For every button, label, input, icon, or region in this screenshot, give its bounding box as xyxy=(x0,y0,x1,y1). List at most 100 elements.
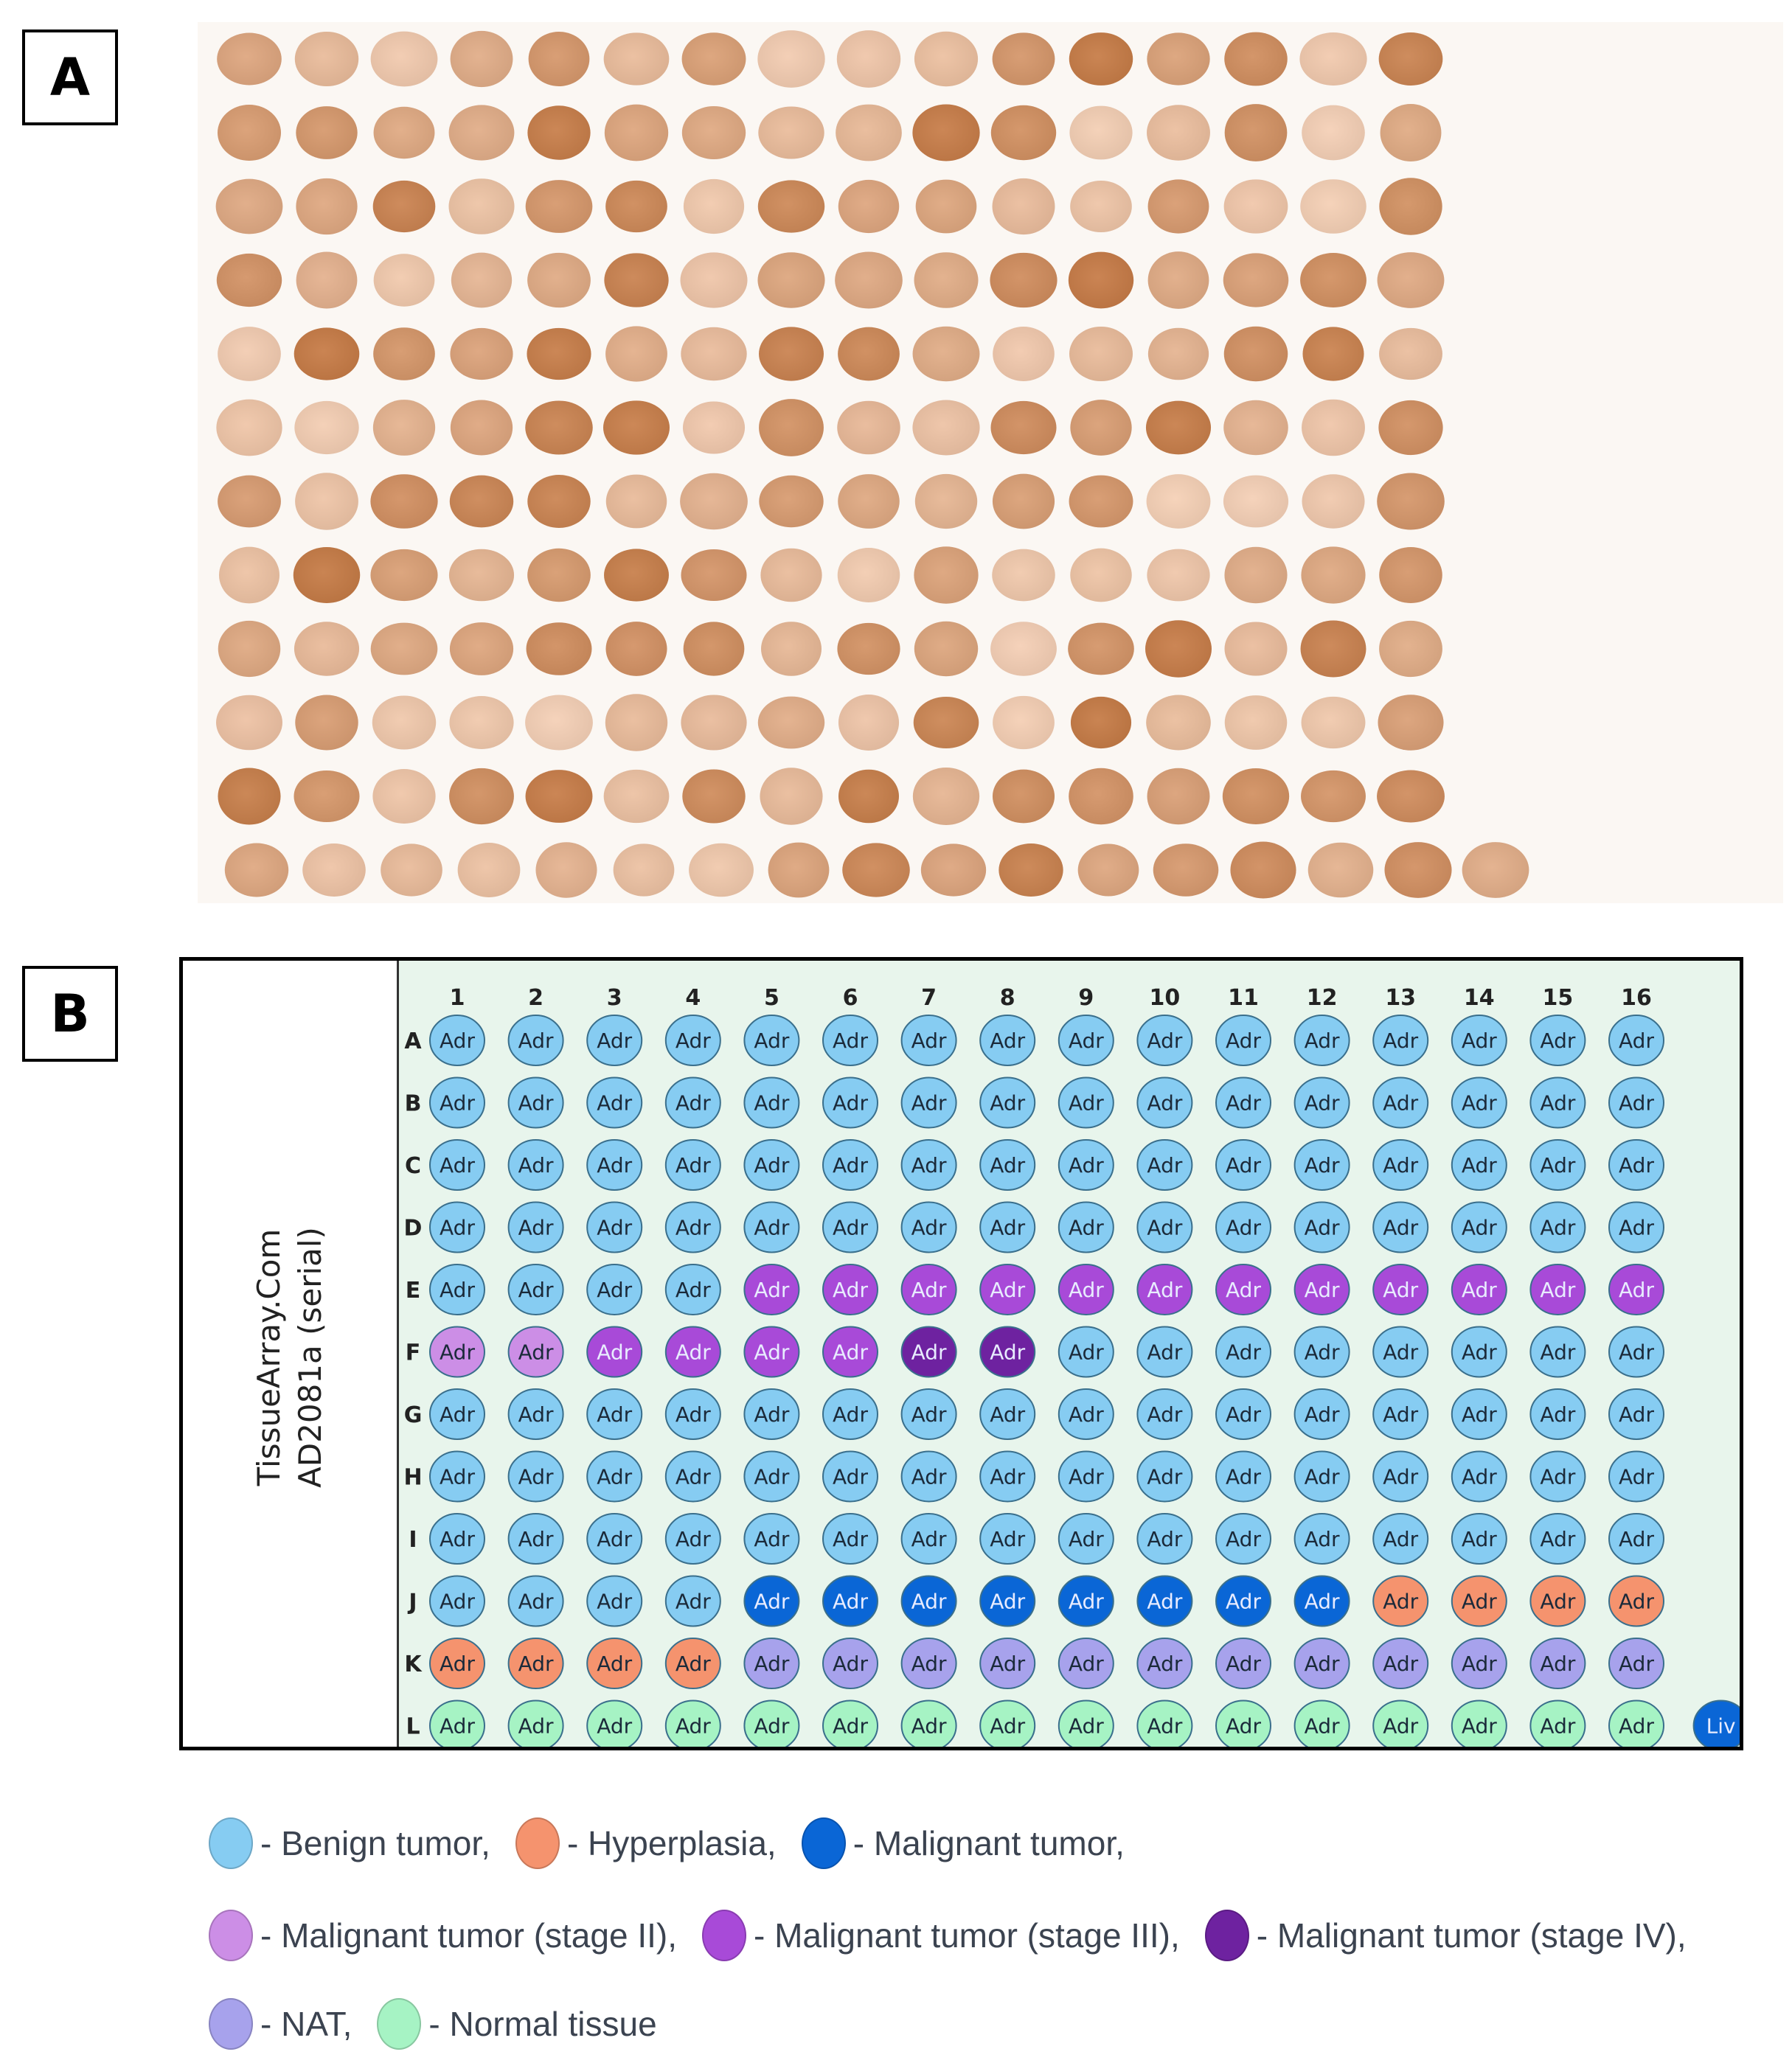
core-label: Adr xyxy=(518,1527,554,1551)
core-label: Adr xyxy=(911,1465,947,1489)
tissue-core xyxy=(1147,32,1210,86)
tissue-core xyxy=(993,327,1055,381)
core-label: Adr xyxy=(676,1590,711,1614)
core-label: Adr xyxy=(833,1029,868,1053)
core-label: Adr xyxy=(754,1652,789,1676)
array-core xyxy=(1451,1513,1507,1565)
tissue-core xyxy=(1380,104,1442,161)
tissue-core xyxy=(449,768,514,825)
array-core xyxy=(664,1201,721,1253)
array-core xyxy=(743,1388,800,1440)
core-label: Adr xyxy=(440,1652,475,1676)
row-label: K xyxy=(404,1652,423,1677)
array-core xyxy=(1215,1638,1271,1689)
tissue-core xyxy=(1145,400,1212,455)
array-core xyxy=(586,1450,643,1503)
array-core xyxy=(507,1513,564,1565)
array-core xyxy=(664,1450,721,1503)
tissue-core xyxy=(760,768,823,825)
array-core xyxy=(822,1388,878,1440)
tissue-core xyxy=(682,401,746,454)
tissue-core xyxy=(990,252,1058,308)
array-core xyxy=(1372,1015,1429,1066)
array-core xyxy=(1608,1326,1664,1378)
tissue-core xyxy=(1301,770,1366,823)
array-core xyxy=(1608,1201,1664,1253)
tissue-core xyxy=(992,178,1055,235)
tissue-core xyxy=(373,106,435,159)
tissue-core xyxy=(1070,548,1132,602)
array-core xyxy=(1529,1326,1586,1378)
tissue-core xyxy=(1224,546,1288,604)
tissue-core xyxy=(757,30,825,88)
core-label: Adr xyxy=(990,1465,1025,1489)
tissue-core xyxy=(680,252,748,308)
tissue-core xyxy=(604,549,669,602)
tissue-core xyxy=(992,769,1055,824)
core-label: Adr xyxy=(1069,1340,1104,1365)
tissue-core xyxy=(837,548,900,602)
core-label: Adr xyxy=(911,1590,947,1614)
tissue-core xyxy=(1070,180,1132,233)
core-label: Adr xyxy=(597,1714,632,1739)
array-core xyxy=(1293,1139,1350,1191)
tissue-core xyxy=(1069,475,1133,528)
tissue-core xyxy=(224,843,289,897)
core-label: Adr xyxy=(754,1153,789,1177)
core-label: Adr xyxy=(518,1216,554,1240)
array-core xyxy=(1372,1076,1429,1129)
array-core xyxy=(429,1700,485,1747)
core-label: Adr xyxy=(1069,1402,1104,1427)
tissue-core xyxy=(837,622,900,675)
core-label: Adr xyxy=(990,1091,1025,1116)
tissue-core xyxy=(215,178,283,234)
core-label: Adr xyxy=(1462,1340,1497,1365)
core-label: Adr xyxy=(990,1153,1025,1177)
core-label: Adr xyxy=(676,1714,711,1739)
tissue-core xyxy=(372,768,436,824)
tissue-core xyxy=(1379,547,1442,603)
tissue-core xyxy=(1223,326,1288,382)
array-core xyxy=(1372,1264,1429,1315)
array-core xyxy=(1451,1575,1507,1627)
tissue-core xyxy=(1223,253,1289,307)
core-label: Adr xyxy=(1462,1527,1497,1551)
tissue-core xyxy=(450,30,513,88)
array-core xyxy=(429,1638,485,1689)
core-label: Adr xyxy=(1383,1091,1418,1116)
array-core xyxy=(1215,1139,1271,1191)
tissue-core xyxy=(1230,841,1296,899)
tissue-core xyxy=(920,843,987,897)
array-core xyxy=(1608,1638,1664,1689)
core-label: Adr xyxy=(676,1652,711,1676)
array-core xyxy=(429,1513,485,1565)
array-core xyxy=(1136,1264,1193,1315)
array-core xyxy=(1372,1388,1429,1440)
tissue-core xyxy=(1070,696,1132,749)
array-core xyxy=(586,1015,643,1066)
tissue-core xyxy=(836,30,901,88)
column-label: 2 xyxy=(528,985,543,1011)
core-label: Adr xyxy=(754,1402,789,1427)
core-label: Adr xyxy=(1147,1029,1182,1053)
tissue-core xyxy=(216,253,282,307)
array-core xyxy=(1451,1388,1507,1440)
array-core xyxy=(822,1575,878,1627)
core-label: Adr xyxy=(440,1402,475,1427)
tissue-core xyxy=(1377,473,1445,530)
array-core xyxy=(1136,1700,1193,1747)
column-label: 8 xyxy=(1000,985,1015,1011)
core-label: Adr xyxy=(1069,1714,1104,1739)
row-label: L xyxy=(406,1714,420,1740)
tissue-core xyxy=(914,252,979,308)
column-label: 12 xyxy=(1307,985,1338,1011)
array-core xyxy=(507,1326,564,1378)
core-label: Adr xyxy=(1305,1527,1340,1551)
array-core xyxy=(664,1076,721,1129)
array-core xyxy=(429,1326,485,1378)
core-label: Adr xyxy=(1226,1714,1261,1739)
array-core xyxy=(1058,1513,1114,1565)
tissue-core xyxy=(1069,105,1133,160)
array-core xyxy=(664,1700,721,1747)
tissue-core xyxy=(681,327,747,381)
